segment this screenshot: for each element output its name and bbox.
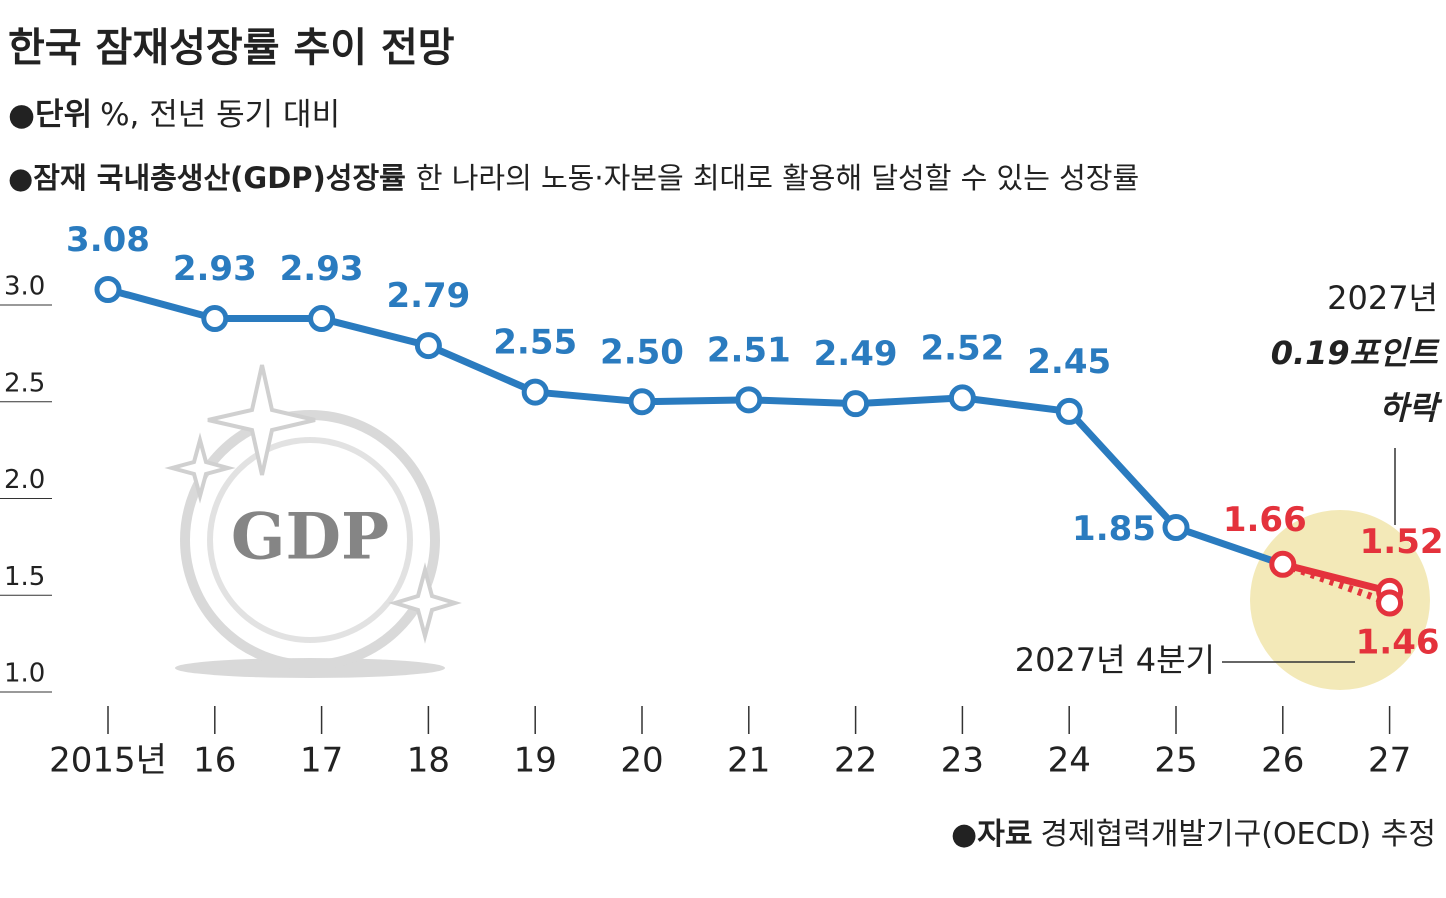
point (628, 388, 656, 416)
x-tick-label: 21 (727, 741, 770, 781)
y-tick-label: 2.0 (4, 465, 45, 495)
definition-text: 한 나라의 노동·자본을 최대로 활용해 달성할 수 있는 성장률 (416, 161, 1139, 195)
point (735, 386, 763, 414)
logo-sparkle (388, 562, 462, 644)
point (1269, 550, 1297, 578)
source-note: ●자료 경제협력개발기구(OECD) 추정 (951, 817, 1436, 852)
definition-note: ●잠재 국내총생산(GDP)성장률 한 나라의 노동·자본을 최대로 활용해 달성… (8, 161, 1139, 195)
value-label: 2.49 (814, 334, 898, 374)
highlight-circle (1250, 510, 1430, 690)
point (842, 390, 870, 418)
x-tick-label: 25 (1154, 741, 1197, 781)
value-label: 2.51 (707, 330, 791, 370)
point (201, 305, 229, 333)
x-tick-label: 23 (941, 741, 984, 781)
point (1162, 514, 1190, 542)
value-label: 2.52 (920, 328, 1004, 368)
annotation-quarter: 2027년 4분기 (1015, 641, 1215, 679)
y-tick-label: 3.0 (4, 272, 45, 302)
x-tick-label: 2015년 (49, 741, 167, 781)
unit-note: ●단위%, 전년 동기 대비 (8, 97, 340, 133)
value-label: 1.46 (1356, 622, 1440, 662)
x-tick-label: 22 (834, 741, 877, 781)
value-label: 2.55 (493, 323, 577, 363)
x-tick-label: 20 (620, 741, 663, 781)
point (948, 384, 976, 412)
source-label: ●자료 (951, 817, 1032, 852)
annotation-drop-word: 하락 (1379, 389, 1442, 427)
annotation-drop: 0.19포인트 (1271, 334, 1441, 372)
y-tick-label: 2.5 (4, 368, 45, 398)
logo-text: GDP (231, 500, 389, 575)
y-tick-label: 1.5 (4, 562, 45, 592)
value-label: 2.93 (173, 249, 257, 289)
value-label: 1.85 (1072, 509, 1156, 549)
y-tick-label: 1.0 (4, 659, 45, 689)
gdp-logo: GDP (164, 364, 462, 678)
connector (1174, 524, 1284, 568)
value-label: 1.52 (1360, 522, 1444, 562)
annotation-year: 2027년 (1327, 279, 1438, 317)
source-text: 경제협력개발기구(OECD) 추정 (1040, 817, 1436, 852)
series-line (1281, 560, 1391, 595)
x-tick-label: 16 (193, 741, 236, 781)
x-tick-label: 18 (407, 741, 450, 781)
value-label: 2.45 (1027, 342, 1111, 382)
value-label: 2.79 (386, 276, 470, 316)
x-tick-label: 19 (514, 741, 557, 781)
value-label: 2.50 (600, 332, 684, 372)
x-tick-label: 27 (1368, 741, 1411, 781)
logo-sparkle (207, 364, 316, 476)
definition-label: ●잠재 국내총생산(GDP)성장률 (8, 161, 406, 195)
point (308, 305, 336, 333)
point (94, 276, 122, 304)
x-tick-label: 26 (1261, 741, 1304, 781)
point (1055, 397, 1083, 425)
chart-title: 한국 잠재성장률 추이 전망 (8, 25, 455, 71)
point (1376, 589, 1404, 617)
logo-sparkle (164, 432, 236, 504)
x-tick-label: 24 (1048, 741, 1091, 781)
logo-ring-inner (207, 437, 413, 643)
point (521, 378, 549, 406)
value-label: 1.66 (1223, 500, 1307, 540)
x-tick-label: 17 (300, 741, 343, 781)
unit-label: ●단위 (8, 97, 92, 133)
value-label: 2.93 (280, 249, 364, 289)
unit-text: %, 전년 동기 대비 (100, 97, 340, 133)
value-label: 3.08 (66, 220, 150, 260)
point (414, 332, 442, 360)
logo-ring (180, 410, 440, 670)
